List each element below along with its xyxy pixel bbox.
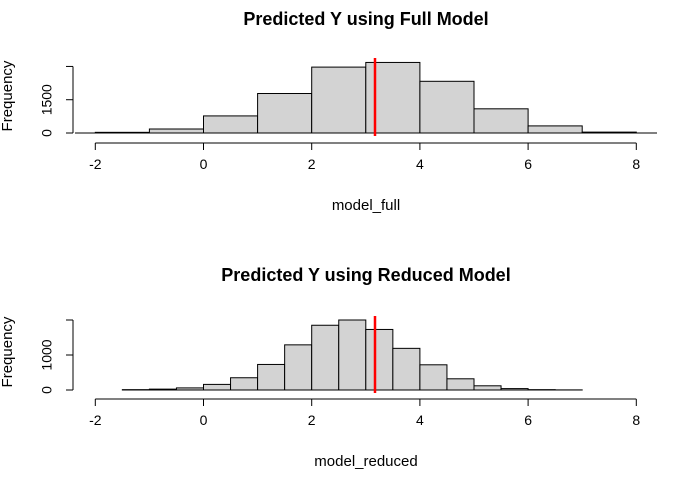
x-tick-label: 0 bbox=[200, 156, 208, 172]
histogram-bar bbox=[257, 363, 286, 391]
histogram-bar bbox=[392, 347, 421, 391]
x-tick-label: -2 bbox=[89, 156, 102, 172]
histogram-bar bbox=[203, 383, 232, 391]
x-tick-label: 0 bbox=[200, 412, 208, 428]
histogram-bar bbox=[175, 387, 204, 391]
histogram-bar bbox=[527, 125, 583, 134]
plot-area: -2 0 2 4 6 8 0 1000 bbox=[39, 316, 640, 428]
x-tick-label: 4 bbox=[416, 156, 424, 172]
histogram-bar bbox=[148, 128, 204, 134]
chart-title: Predicted Y using Full Model bbox=[243, 9, 488, 29]
y-tick-label: 0 bbox=[39, 129, 55, 137]
x-axis-label: model_reduced bbox=[314, 453, 417, 470]
y-tick-label: 0 bbox=[39, 386, 55, 394]
plot-area: -2 0 2 4 6 8 0 1500 bbox=[39, 58, 657, 172]
histogram-bar bbox=[203, 115, 259, 134]
y-axis-label: Frequency bbox=[0, 316, 16, 387]
histogram-bar bbox=[365, 328, 394, 391]
histogram-bar bbox=[473, 108, 529, 134]
x-axis-label: model_full bbox=[332, 197, 400, 214]
y-axis-label: Frequency bbox=[0, 60, 16, 131]
y-tick-label: 1500 bbox=[39, 84, 55, 115]
x-tick-label: 6 bbox=[524, 412, 532, 428]
histogram-bar bbox=[284, 344, 313, 391]
y-tick-label: 1000 bbox=[39, 339, 55, 370]
histogram-bar bbox=[311, 66, 367, 134]
histogram-bar bbox=[338, 319, 367, 391]
x-tick-label: 6 bbox=[524, 156, 532, 172]
histogram-bar bbox=[446, 378, 475, 391]
histogram-bar bbox=[419, 80, 475, 134]
histogram-bar bbox=[148, 388, 177, 391]
x-tick-label: 4 bbox=[416, 412, 424, 428]
x-tick-label: 8 bbox=[632, 412, 640, 428]
chart-title: Predicted Y using Reduced Model bbox=[221, 265, 510, 285]
x-tick-label: 2 bbox=[308, 156, 316, 172]
x-tick-label: -2 bbox=[89, 412, 102, 428]
histogram-bar bbox=[311, 324, 340, 391]
x-tick-label: 2 bbox=[308, 412, 316, 428]
histogram-bar bbox=[230, 377, 259, 391]
histogram-panel-reduced: Predicted Y using Reduced Model model_re… bbox=[0, 265, 640, 470]
histogram-bar bbox=[473, 385, 502, 391]
histogram-panel-full: Predicted Y using Full Model model_full … bbox=[0, 9, 657, 214]
histogram-bar bbox=[257, 93, 313, 134]
x-tick-label: 8 bbox=[632, 156, 640, 172]
histogram-bar bbox=[419, 364, 448, 391]
histogram-bar bbox=[500, 388, 529, 391]
